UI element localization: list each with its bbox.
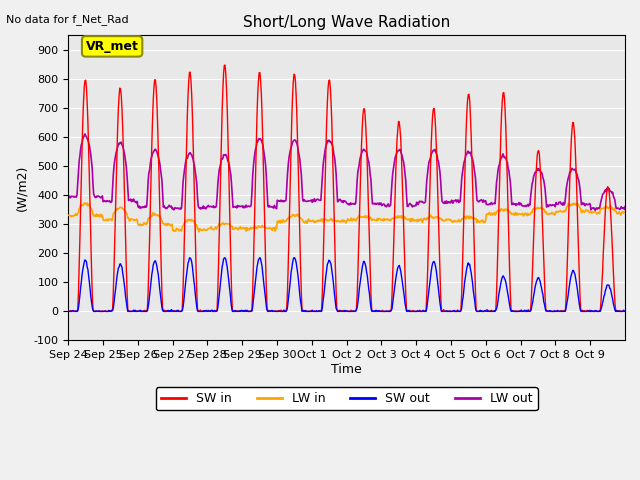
Title: Short/Long Wave Radiation: Short/Long Wave Radiation: [243, 15, 451, 30]
Text: No data for f_Net_Rad: No data for f_Net_Rad: [6, 14, 129, 25]
X-axis label: Time: Time: [332, 363, 362, 376]
Legend: SW in, LW in, SW out, LW out: SW in, LW in, SW out, LW out: [156, 387, 538, 410]
Text: VR_met: VR_met: [86, 40, 138, 53]
Y-axis label: (W/m2): (W/m2): [15, 165, 28, 211]
